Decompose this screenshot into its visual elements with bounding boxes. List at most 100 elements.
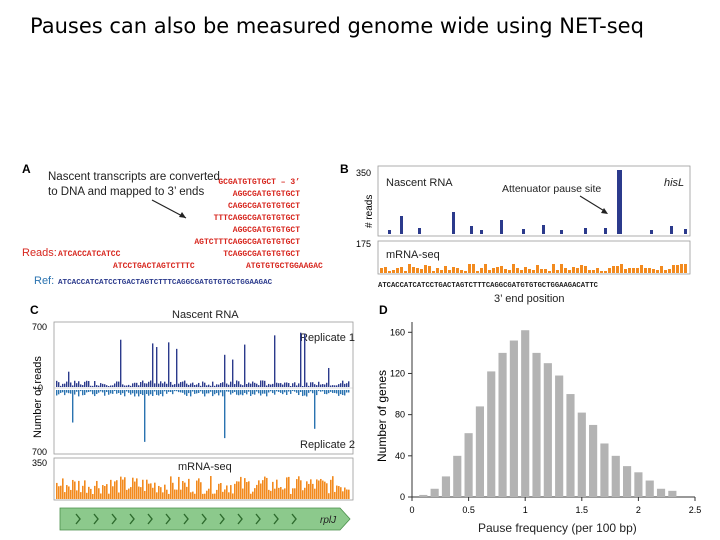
trace-bar — [544, 269, 547, 273]
trace-bar — [154, 383, 156, 387]
trace-bar — [342, 380, 344, 387]
trace-bar — [126, 390, 128, 392]
trace-bar — [156, 390, 158, 395]
trace-bar — [184, 380, 186, 387]
trace-bar — [432, 271, 435, 273]
trace-bar — [408, 264, 411, 273]
trace-bar — [336, 385, 338, 387]
trace-bar — [108, 385, 110, 387]
trace-bar — [190, 390, 192, 397]
trace-bar — [310, 382, 312, 387]
panel-c-replicate2: Replicate 2 — [300, 439, 355, 451]
trace-bar — [130, 385, 132, 387]
trace-bar — [226, 485, 228, 499]
trace-bar — [98, 385, 100, 387]
trace-bar — [440, 270, 443, 273]
trace-bar — [58, 390, 60, 395]
trace-bar — [80, 384, 82, 387]
trace-bar — [652, 269, 655, 273]
chevron-right-icon — [93, 513, 99, 525]
read-line: TCAGGCGATGTGTGCT — [223, 250, 300, 259]
trace-bar — [340, 487, 342, 499]
trace-bar — [262, 380, 264, 387]
trace-bar — [214, 385, 216, 387]
trace-bar — [146, 383, 148, 387]
panel-b-letter: B — [340, 162, 349, 176]
trace-bar — [188, 390, 190, 394]
trace-bar — [180, 382, 182, 387]
trace-bar — [140, 382, 142, 387]
panel-b-ylabel: # reads — [364, 195, 375, 228]
x-tick-label: 2.5 — [689, 505, 702, 515]
trace-bar — [158, 383, 160, 387]
trace-bar — [106, 385, 108, 387]
trace-bar — [176, 390, 178, 392]
trace-bar — [484, 264, 487, 273]
trace-bar — [452, 212, 455, 234]
trace-bar — [230, 390, 232, 395]
trace-bar — [76, 383, 78, 387]
panel-c-title: Nascent RNA — [172, 309, 239, 321]
trace-bar — [136, 478, 138, 499]
trace-bar — [228, 390, 230, 392]
trace-bar — [278, 487, 280, 499]
trace-bar — [318, 381, 320, 387]
trace-bar — [304, 487, 306, 499]
chevron-right-icon — [165, 513, 171, 525]
trace-bar — [670, 226, 673, 234]
trace-bar — [122, 479, 124, 499]
trace-bar — [332, 476, 334, 499]
trace-bar — [274, 390, 276, 395]
panel-c-replicate2-bars — [56, 390, 350, 442]
histogram-bar — [521, 330, 530, 497]
trace-bar — [248, 481, 250, 499]
trace-bar — [240, 384, 242, 387]
trace-bar — [312, 483, 314, 499]
trace-bar — [106, 390, 108, 392]
read-line: CAGGCGATGTGTGCT — [228, 202, 300, 211]
trace-bar — [238, 390, 240, 396]
trace-bar — [452, 267, 455, 273]
trace-bar — [230, 485, 232, 499]
trace-bar — [270, 390, 272, 392]
panel-c: C Nascent RNA 700 0 700 350 Number of re… — [30, 303, 355, 531]
trace-bar — [290, 493, 292, 499]
reads-row-mid: ATCCTGACTAGTCTTTC — [113, 262, 195, 271]
x-tick-label: 1 — [523, 505, 528, 515]
trace-bar — [314, 390, 316, 429]
panel-b-ytick-bottom: 175 — [356, 239, 371, 249]
trace-bar — [224, 390, 226, 439]
trace-bar — [616, 266, 619, 273]
trace-bar — [70, 489, 72, 499]
trace-bar — [262, 480, 264, 499]
panel-d-axes: 0 40 80 120 160 0 0.5 1 1.5 2 2.5 — [390, 322, 701, 515]
trace-bar — [584, 266, 587, 273]
trace-bar — [90, 488, 92, 499]
trace-bar — [206, 390, 208, 394]
trace-bar — [268, 390, 270, 393]
trace-bar — [184, 482, 186, 499]
trace-bar — [332, 385, 334, 387]
trace-bar — [64, 492, 66, 499]
histogram-bar — [487, 371, 496, 497]
trace-bar — [292, 383, 294, 387]
trace-bar — [284, 382, 286, 387]
trace-bar — [74, 380, 76, 387]
trace-bar — [168, 493, 170, 499]
trace-bar — [196, 390, 198, 394]
trace-bar — [420, 269, 423, 273]
trace-bar — [332, 390, 334, 393]
trace-bar — [324, 384, 326, 387]
trace-bar — [156, 347, 158, 387]
panel-d-letter: D — [379, 303, 388, 317]
trace-bar — [140, 390, 142, 394]
trace-bar — [84, 480, 86, 499]
trace-bar — [144, 383, 146, 387]
trace-bar — [208, 384, 210, 387]
trace-bar — [312, 382, 314, 387]
trace-bar — [636, 268, 639, 273]
trace-bar — [272, 383, 274, 387]
trace-bar — [500, 266, 503, 273]
trace-bar — [304, 390, 306, 396]
histogram-bar — [656, 488, 666, 497]
